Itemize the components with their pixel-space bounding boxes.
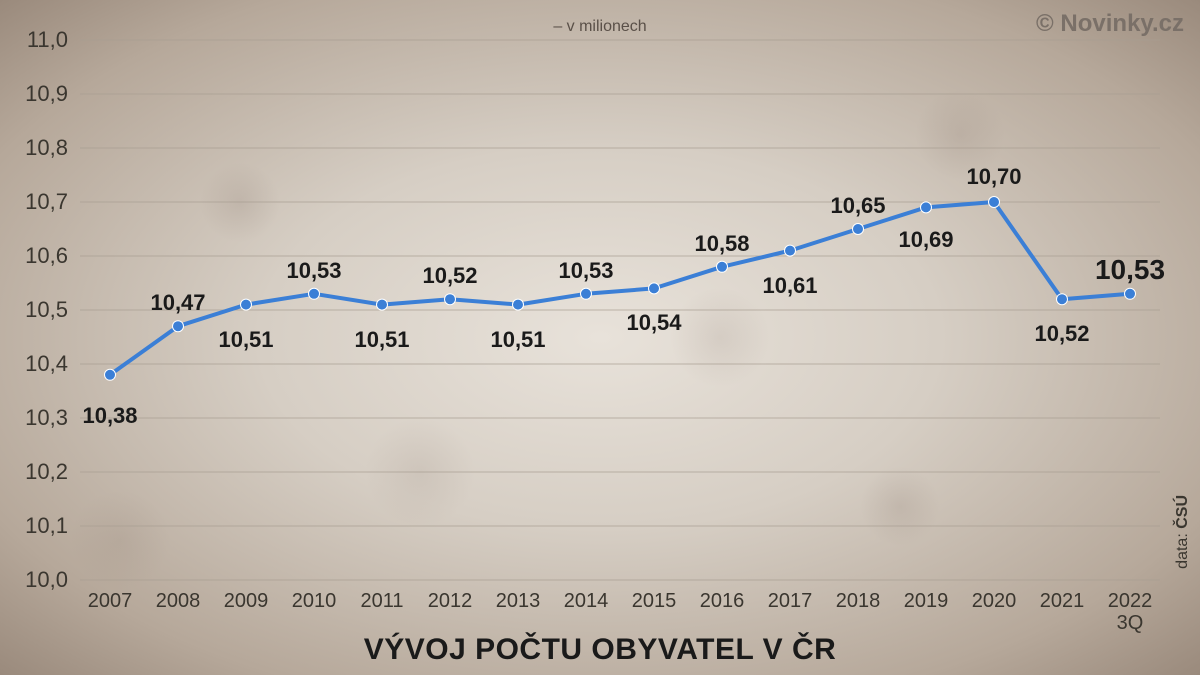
y-tick-label: 10,0 — [0, 567, 68, 593]
data-point-label: 10,38 — [82, 403, 137, 429]
y-tick-label: 10,4 — [0, 351, 68, 377]
x-tick-label: 2010 — [292, 590, 337, 612]
y-tick-label: 10,3 — [0, 405, 68, 431]
data-point-label: 10,52 — [1034, 321, 1089, 347]
data-point-label: 10,61 — [762, 273, 817, 299]
x-tick-label: 2007 — [88, 590, 133, 612]
data-point-label: 10,54 — [626, 310, 681, 336]
chart-stage: © Novinky.cz data: ČSÚ – v milionech 10,… — [0, 0, 1200, 675]
x-tick-label: 2018 — [836, 590, 881, 612]
data-point-label: 10,51 — [218, 327, 273, 353]
chart-title: VÝVOJ POČTU OBYVATEL V ČR — [0, 633, 1200, 667]
data-point-label: 10,69 — [898, 227, 953, 253]
x-tick-label: 2011 — [360, 590, 403, 612]
data-point-label: 10,53 — [558, 258, 613, 284]
y-tick-label: 10,8 — [0, 135, 68, 161]
data-point-label: 10,52 — [422, 263, 477, 289]
data-point-label: 10,53 — [1095, 254, 1165, 286]
x-tick-label: 2021 — [1040, 590, 1085, 612]
x-tick-label: 20223Q — [1108, 590, 1153, 634]
y-tick-label: 11,0 — [0, 27, 68, 53]
x-tick-label: 2016 — [700, 590, 745, 612]
data-point-label: 10,70 — [966, 164, 1021, 190]
y-tick-label: 10,9 — [0, 81, 68, 107]
x-tick-label: 2015 — [632, 590, 677, 612]
y-tick-label: 10,6 — [0, 243, 68, 269]
data-point-label: 10,58 — [694, 231, 749, 257]
y-tick-label: 10,5 — [0, 297, 68, 323]
y-tick-label: 10,2 — [0, 459, 68, 485]
x-tick-label: 2009 — [224, 590, 269, 612]
x-tick-label: 2008 — [156, 590, 201, 612]
x-tick-label: 2013 — [496, 590, 541, 612]
chart-svg — [0, 0, 1200, 675]
y-tick-label: 10,1 — [0, 513, 68, 539]
data-point-label: 10,53 — [286, 258, 341, 284]
x-tick-label: 2020 — [972, 590, 1017, 612]
data-point-label: 10,51 — [354, 327, 409, 353]
x-tick-label: 2014 — [564, 590, 609, 612]
y-tick-label: 10,7 — [0, 189, 68, 215]
data-point-label: 10,47 — [150, 290, 205, 316]
data-point-label: 10,65 — [830, 193, 885, 219]
x-tick-label: 2019 — [904, 590, 949, 612]
x-tick-label: 2017 — [768, 590, 813, 612]
data-point-label: 10,51 — [490, 327, 545, 353]
x-tick-label: 2012 — [428, 590, 473, 612]
